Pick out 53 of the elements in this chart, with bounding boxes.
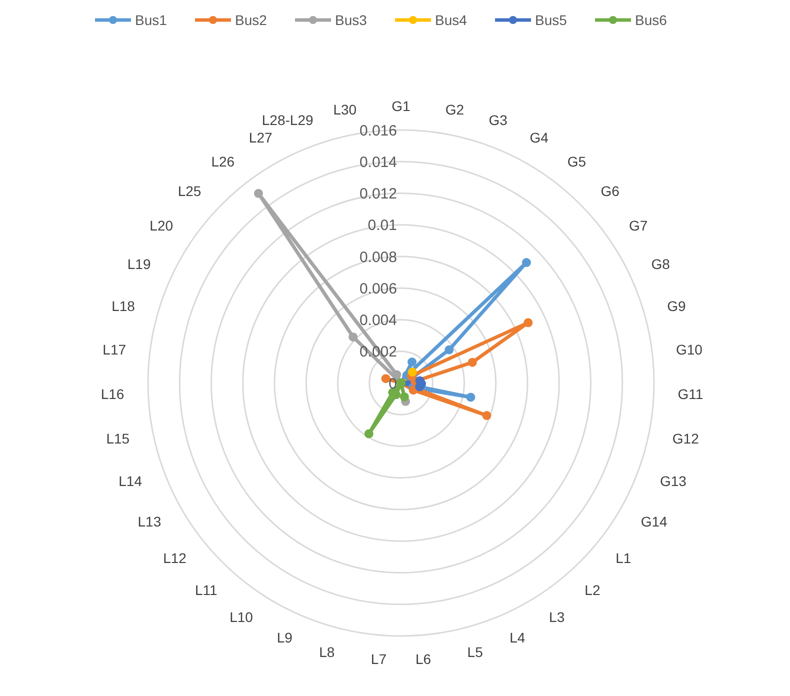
spoke-label: L5 [467,644,484,660]
spoke-label: G7 [628,218,648,234]
y-tick-label: 0.004 [359,312,397,329]
y-tick-label: 0.012 [359,186,397,202]
spoke-label: L20 [150,218,174,234]
legend-label: Bus5 [535,12,568,28]
y-tick-label: 0.01 [368,217,397,234]
spoke-label: G1 [392,98,411,114]
spoke-label: L3 [549,609,565,626]
spoke-label: G14 [640,513,668,530]
spoke-label: L12 [163,550,187,566]
spoke-label: L4 [510,630,526,646]
spoke-label: L14 [118,473,142,490]
spoke-label: G8 [651,256,670,272]
spoke-label: G10 [676,342,703,358]
spoke-label: L18 [112,298,136,314]
spoke-label: L26 [211,153,235,170]
spoke-label: L9 [276,630,293,646]
spoke-label: L27 [248,130,272,146]
spoke-label: L17 [102,342,126,358]
legend-label: Bus6 [635,12,668,28]
spoke-label: G3 [488,112,508,128]
y-tick-label: 0.002 [359,344,397,361]
spoke-label: L11 [194,582,218,598]
spoke-label: L6 [416,651,432,667]
spoke-label: L15 [106,430,130,446]
spoke-label: G9 [667,298,686,314]
spoke-label: L8 [319,644,335,660]
spoke-label: G13 [660,473,687,490]
legend-label: Bus4 [435,12,468,28]
y-tick-label: 0.014 [359,154,397,171]
spoke-label: L10 [230,609,254,626]
y-tick-label: 0.008 [359,248,397,266]
y-tick-label: 0.006 [359,280,397,298]
spoke-label: G6 [600,183,620,200]
spoke-label: L13 [138,513,162,530]
legend-label: Bus2 [235,12,268,28]
spoke-label: L28-L29 [262,112,314,128]
y-tick-label: 0.016 [359,122,397,140]
spoke-label: L2 [584,582,600,598]
spoke-label: L1 [616,550,632,566]
spoke-label: G5 [567,153,586,170]
spoke-label: G12 [672,430,700,446]
spoke-label: L19 [127,256,151,272]
legend-label: Bus1 [135,12,168,28]
spoke-label: L7 [370,651,387,667]
legend-label: Bus3 [335,12,368,28]
spoke-label: G11 [678,386,704,402]
spoke-label: G4 [530,130,549,146]
spoke-label: L16 [100,386,124,402]
spoke-label: G2 [445,101,464,118]
spoke-label: L25 [178,183,202,200]
spoke-label: L30 [333,101,357,118]
